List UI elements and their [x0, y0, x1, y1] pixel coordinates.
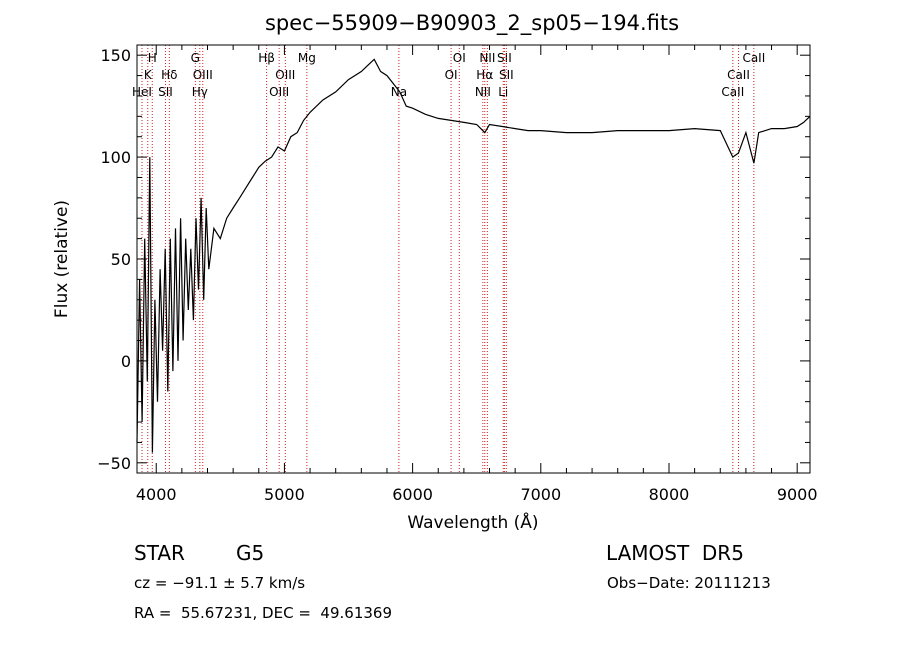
ra-dec-coordinates: RA = 55.67231, DEC = 49.61369 [134, 604, 393, 622]
line-marker-label: HeI [132, 85, 152, 99]
line-marker-label: OIII [193, 68, 213, 82]
y-tick-label: −50 [97, 454, 131, 473]
spectral-line-markers: KHHeIHδSIIGOIIIHγHβOIIIOIIIMgNaOIOINIIHα… [132, 45, 765, 473]
y-tick-label: 100 [100, 148, 131, 167]
x-tick-label: 8000 [649, 485, 690, 504]
spectrum-series [136, 58, 811, 453]
plot-frame [136, 44, 811, 474]
redshift-cz: cz = −91.1 ± 5.7 km/s [134, 574, 306, 592]
line-marker-label: OI [453, 51, 466, 65]
line-marker-label: OIII [269, 85, 289, 99]
chart-title: spec−55909−B90903_2_sp05−194.fits [265, 11, 679, 36]
y-axis-label: Flux (relative) [52, 200, 72, 318]
line-marker-label: NII [479, 51, 495, 65]
y-tick-label: 50 [111, 250, 131, 269]
x-axis-label: Wavelength (Å) [407, 511, 538, 533]
survey-name: LAMOST DR5 [606, 541, 744, 565]
line-marker-label: OIII [275, 68, 295, 82]
observation-date: Obs−Date: 20111213 [607, 574, 771, 592]
x-tick-label: 6000 [392, 485, 433, 504]
line-marker-label: SII [499, 68, 514, 82]
x-tick-label: 9000 [777, 485, 818, 504]
x-tick-label: 4000 [136, 485, 177, 504]
line-marker-label: Na [391, 85, 407, 99]
line-marker-label: G [191, 51, 200, 65]
line-marker-label: Hβ [258, 51, 275, 65]
line-marker-label: Hδ [161, 68, 177, 82]
line-marker-label: K [144, 68, 153, 82]
line-marker-label: NII [475, 85, 491, 99]
x-tick-label: 7000 [520, 485, 561, 504]
line-marker-label: SII [497, 51, 512, 65]
object-subclass: G5 [236, 541, 265, 565]
line-marker-label: CaII [721, 85, 744, 99]
line-marker-label: Hγ [192, 85, 208, 99]
spectrum-line [136, 58, 811, 453]
line-marker-label: CaII [727, 68, 750, 82]
x-tick-label: 5000 [264, 485, 305, 504]
object-class: STAR [134, 541, 185, 565]
line-marker-label: SII [158, 85, 173, 99]
line-marker-label: H [148, 51, 157, 65]
line-marker-label: Hα [476, 68, 493, 82]
y-tick-label: 150 [100, 46, 131, 65]
line-marker-label: Mg [298, 51, 316, 65]
y-axis: −50 0 50 100 150 [97, 46, 810, 473]
line-marker-label: Li [498, 85, 508, 99]
line-marker-label: OI [445, 68, 458, 82]
x-axis: 4000 5000 6000 7000 8000 9000 [136, 45, 818, 504]
y-tick-label: 0 [121, 352, 131, 371]
line-marker-label: CaII [742, 51, 765, 65]
